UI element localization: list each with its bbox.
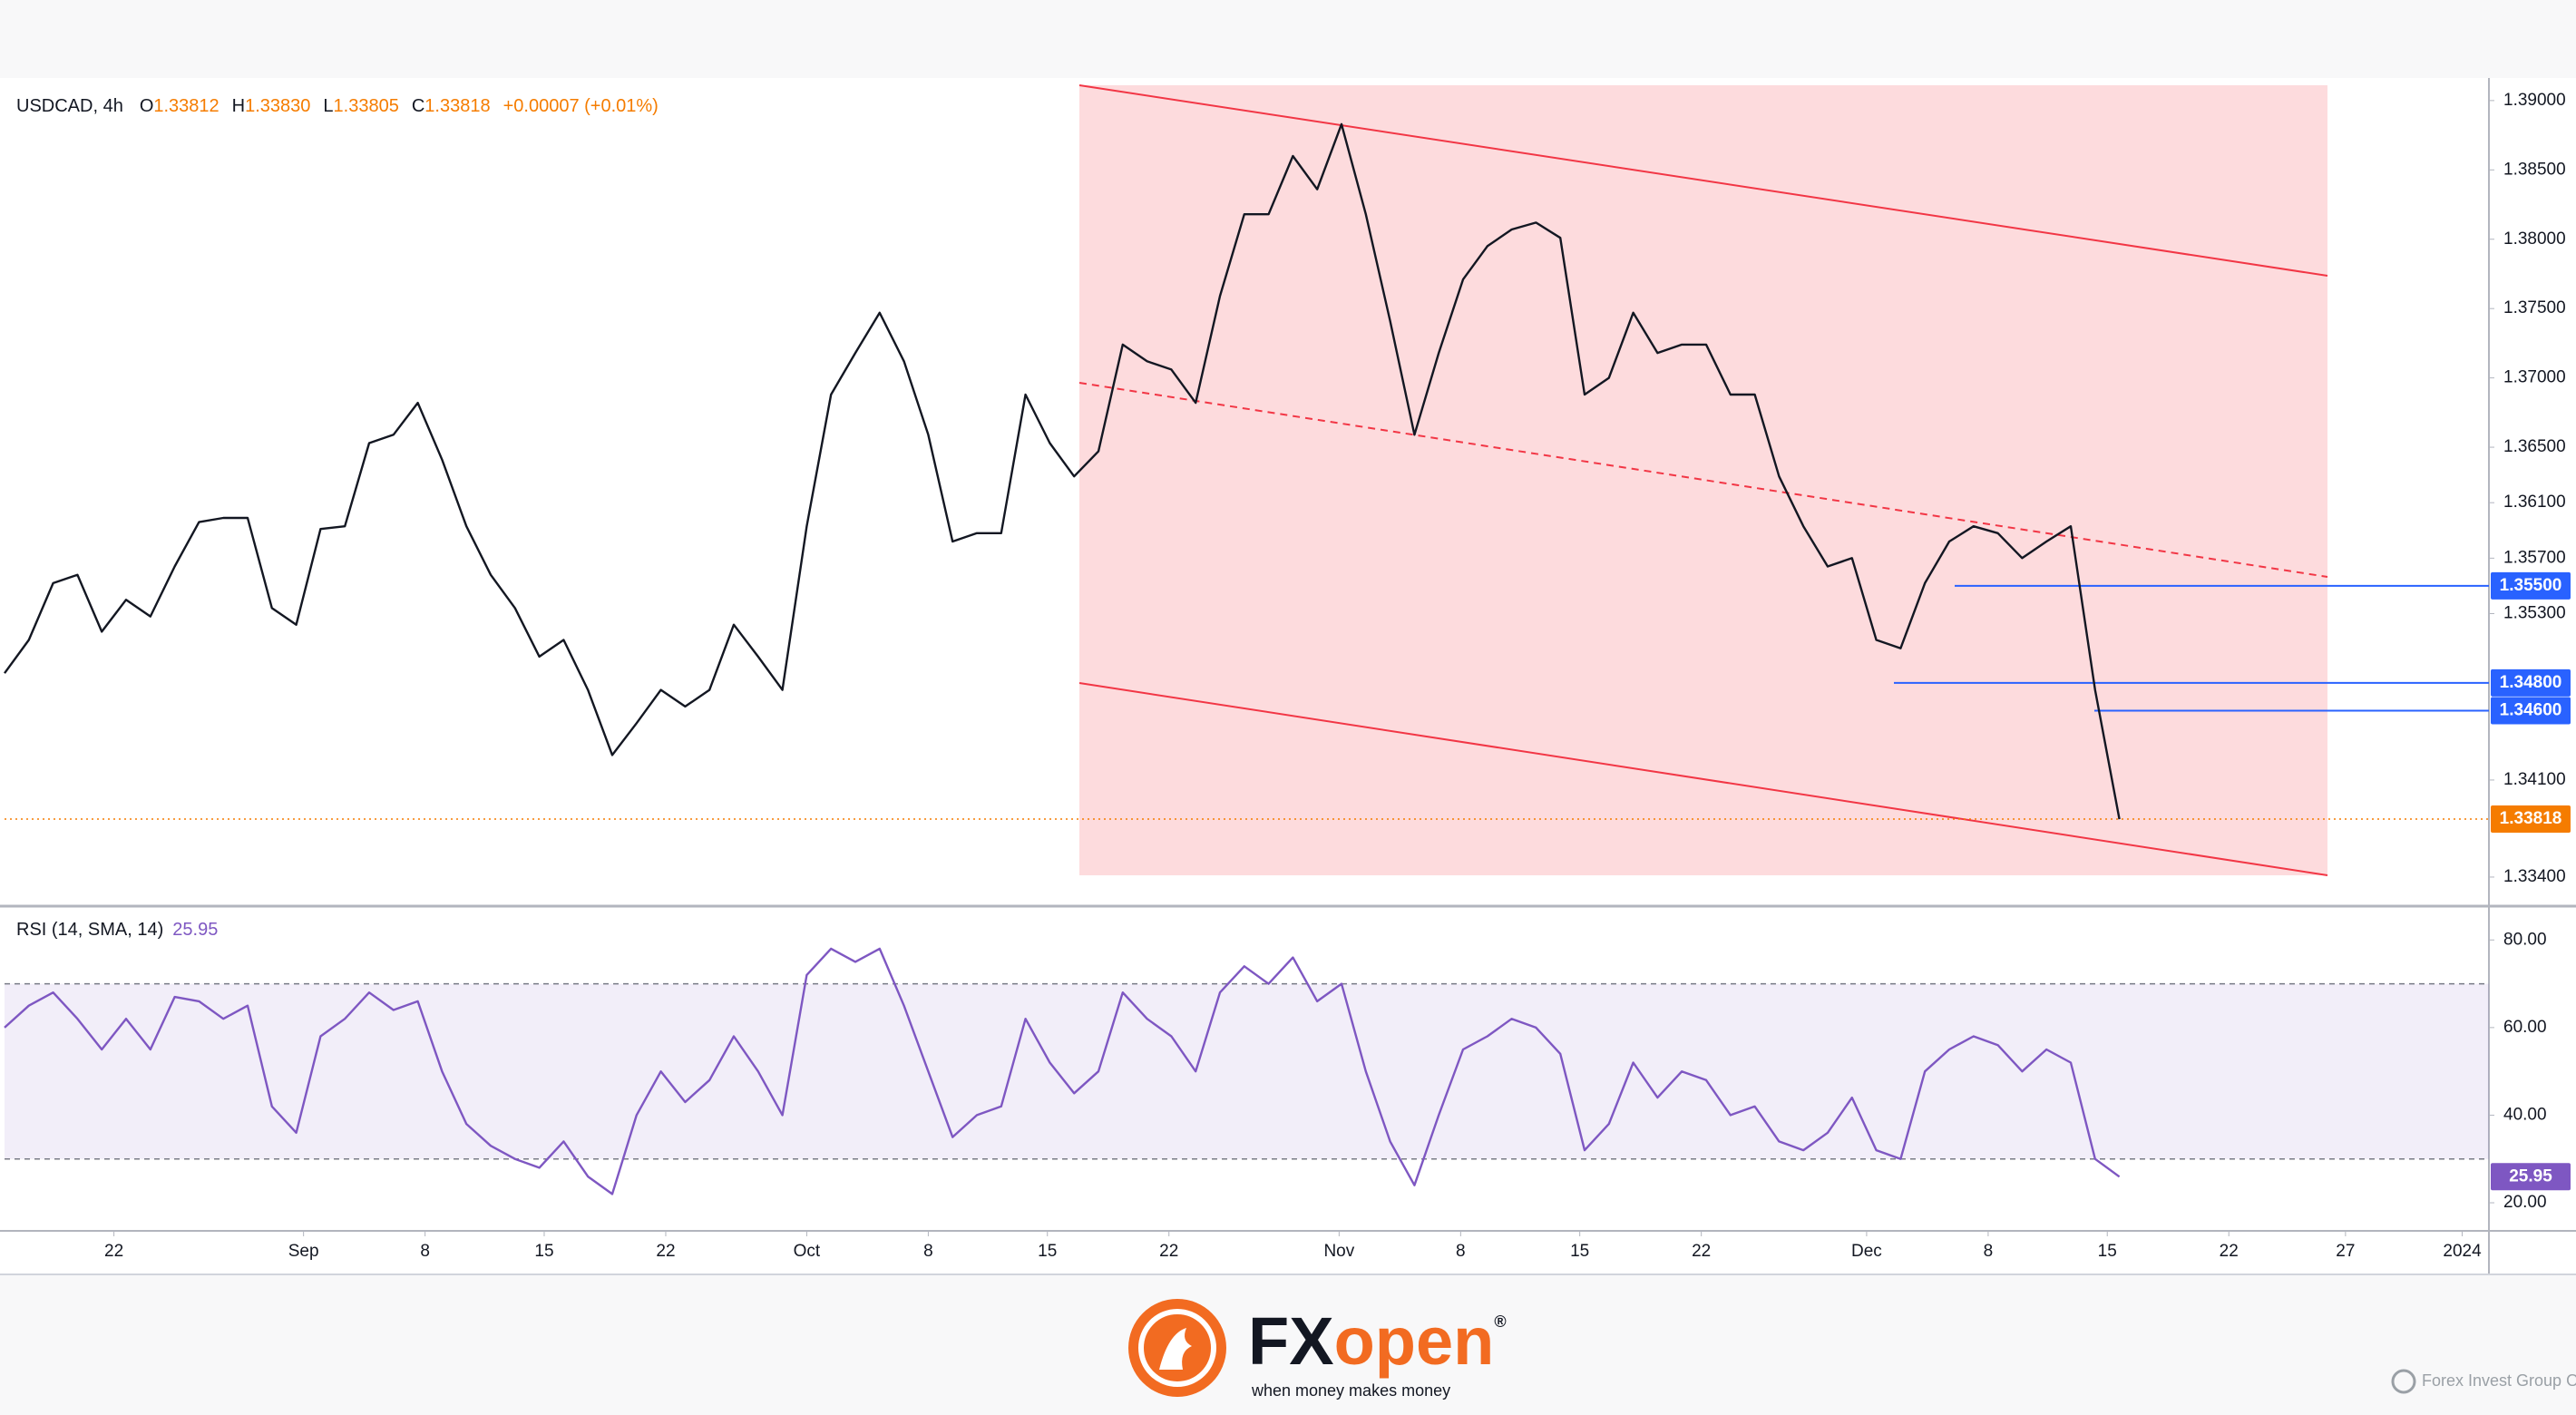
brand-open: open [1334,1303,1495,1379]
x-tick-label: Nov [1323,1242,1354,1261]
rsi-title: RSI (14, SMA, 14) [16,920,163,940]
brand: FXopen® [1248,1303,1507,1379]
x-tick-label: 15 [534,1242,553,1261]
y-tick-label: 1.36500 [2503,437,2566,456]
x-tick-label: 22 [1692,1242,1711,1261]
rsi-band [5,983,2489,1159]
ohlc-label: H [232,96,245,116]
y-tick-label: 1.38000 [2503,229,2566,249]
ohlc-label: C [412,96,424,116]
y-tick-label: 1.39000 [2503,91,2566,110]
brand-mark: ® [1494,1313,1506,1331]
y-tick-label: 60.00 [2503,1018,2547,1037]
price-tag-label: 25.95 [2509,1166,2552,1186]
ohlc-value: 1.33818 [424,96,490,116]
price-tag [2491,668,2571,697]
ohlc-value: 1.33805 [334,96,399,116]
y-tick-label: 1.33400 [2503,867,2566,886]
ohlc-value: 1.33812 [153,96,219,116]
company: Forex Invest Group OU [2422,1371,2576,1390]
x-tick-label: Dec [1851,1242,1882,1261]
rsi-value: 25.95 [172,920,218,940]
x-tick-label: Sep [288,1242,319,1261]
y-tick-label: 1.37500 [2503,298,2566,317]
x-tick-label: 15 [2098,1242,2117,1261]
ohlc-label: O [140,96,154,116]
chart-header: USDCAD, 4h O1.33812 H1.33830 L1.33805 C1.338… [16,96,659,116]
brand-fx: FX [1248,1303,1334,1379]
x-tick-label: 8 [420,1242,430,1261]
x-tick-label: 22 [104,1242,123,1261]
y-tick-label: 20.00 [2503,1193,2547,1212]
x-tick-label: 27 [2336,1242,2355,1261]
y-tick-label: 1.35300 [2503,604,2566,623]
x-tick-label: 15 [1570,1242,1589,1261]
channel-upper [1078,84,2328,277]
y-tick-label: 1.34100 [2503,770,2566,789]
ohlc-label: L [323,96,333,116]
x-tick-label: 22 [2220,1242,2239,1261]
y-tick-label: 80.00 [2503,930,2547,949]
price-tag [2491,1163,2571,1191]
x-tick-label: 15 [1038,1242,1057,1261]
y-tick-label: 1.38500 [2503,160,2566,179]
tagline: when money makes money [1251,1381,1450,1400]
symbol: USDCAD, 4h [16,96,123,116]
price-tag [2491,697,2571,725]
ohlc-change: +0.00007 (+0.01%) [503,96,659,116]
series-line [4,122,2121,820]
x-tick-label: Oct [794,1242,821,1261]
price-tag [2491,571,2571,600]
chart-background [0,78,2576,1275]
channel-lower [1078,682,2328,876]
logo-ring [1138,1309,1216,1387]
logo-dragon [1159,1328,1192,1370]
y-tick-label: 40.00 [2503,1105,2547,1124]
price-tag-label: 1.34800 [2500,673,2562,692]
price-tag-label: 1.33818 [2500,809,2562,828]
x-tick-label: 8 [1456,1242,1466,1261]
y-tick-label: 1.37000 [2503,368,2566,387]
series-line [4,947,2121,1195]
price-tag-label: 1.34600 [2500,701,2562,720]
y-tick-label: 1.35700 [2503,548,2566,567]
channel-fill [1079,85,2327,875]
x-tick-label: 8 [1984,1242,1994,1261]
rsi-header: RSI (14, SMA, 14) 25.95 [16,920,218,940]
price-tag [2491,805,2571,834]
x-tick-label: 8 [923,1242,933,1261]
x-tick-label: 22 [656,1242,675,1261]
ohlc-value: 1.33830 [245,96,310,116]
x-tick-label: 2024 [2443,1242,2482,1261]
price-tag-label: 1.35500 [2500,576,2562,595]
x-tick-label: 22 [1159,1242,1178,1261]
y-tick-label: 1.36100 [2503,493,2566,512]
company-icon [2391,1369,2416,1394]
